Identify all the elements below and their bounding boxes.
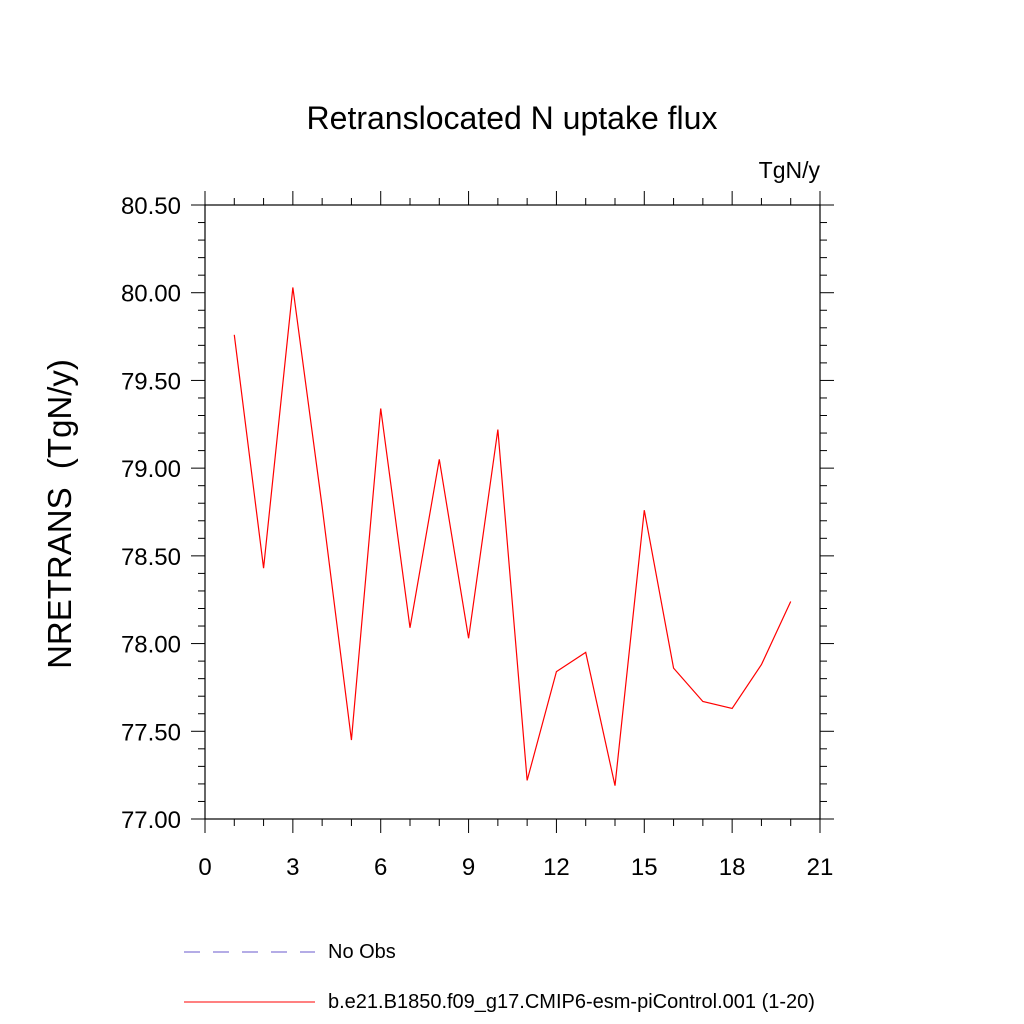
series-line-0: [233, 287, 792, 786]
y-tick-label: 78.00: [121, 632, 181, 659]
y-tick-label: 77.00: [121, 807, 181, 834]
y-tick-label: 79.00: [121, 456, 181, 483]
y-tick-label: 78.50: [121, 544, 181, 571]
x-tick-label: 6: [374, 854, 387, 881]
x-tick-label: 21: [807, 854, 834, 881]
x-tick-label: 9: [462, 854, 475, 881]
y-tick-label: 80.50: [121, 193, 181, 220]
series-layer: [233, 287, 792, 786]
legend-label-no-obs: No Obs: [328, 941, 396, 963]
y-tick-label: 77.50: [121, 719, 181, 746]
units-label: TgN/y: [758, 157, 820, 183]
x-tick-label: 0: [198, 854, 211, 881]
y-tick-label: 79.50: [121, 368, 181, 395]
legend: [184, 951, 315, 1003]
axes: 0 3 6 9 12 15 18 21 77.00 77.50 78.00 78.50 79.00 79.…: [121, 191, 834, 881]
x-tick-label: 3: [286, 854, 299, 881]
x-tick-label: 15: [631, 854, 658, 881]
x-tick-label: 12: [543, 854, 570, 881]
x-tick-label: 18: [719, 854, 746, 881]
legend-label-model-run: b.e21.B1850.f09_g17.CMIP6-esm-piControl.…: [328, 991, 815, 1013]
y-tick-label: 80.00: [121, 281, 181, 308]
plot-frame: [204, 204, 821, 820]
chart-title: Retranslocated N uptake flux: [306, 100, 718, 136]
